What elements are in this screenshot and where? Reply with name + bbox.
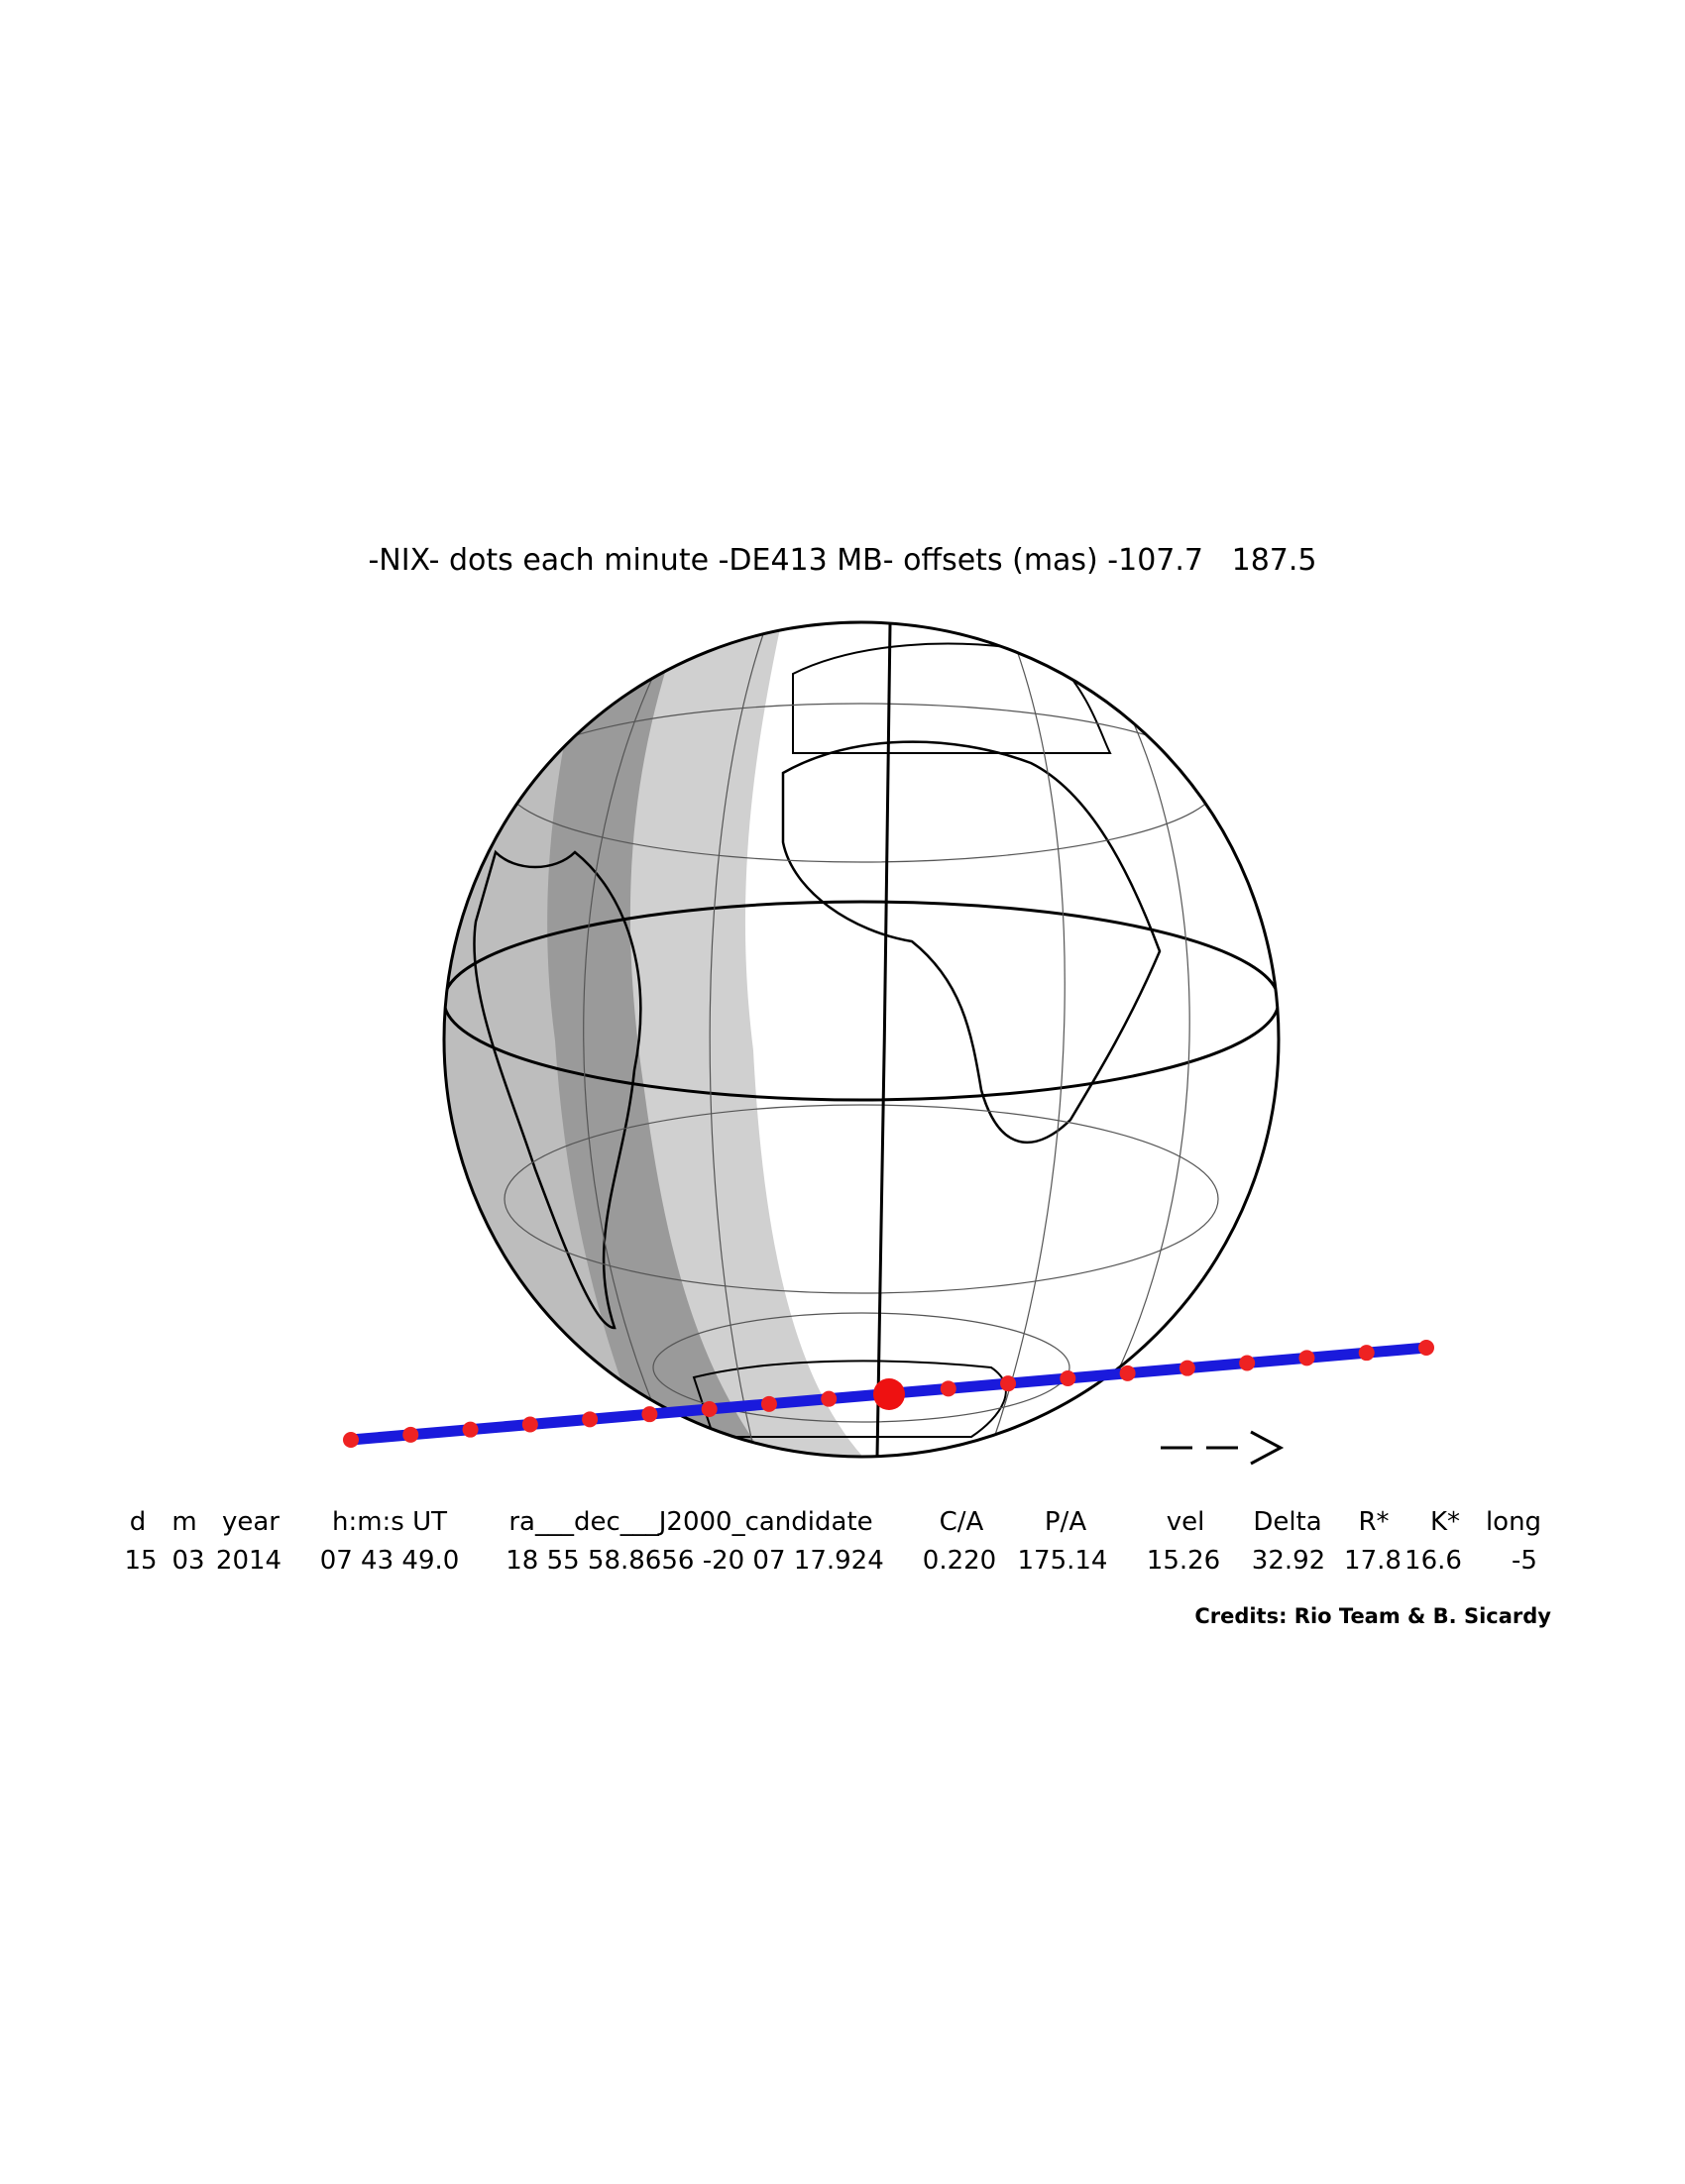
minute-dot xyxy=(1239,1355,1256,1371)
column-header: year xyxy=(222,1507,280,1537)
cell: 03 xyxy=(171,1546,204,1576)
column-header: C/A xyxy=(940,1507,984,1537)
globe xyxy=(444,622,1279,1457)
credits: Credits: Rio Team & B. Sicardy xyxy=(1194,1604,1551,1628)
minute-dot xyxy=(760,1395,777,1412)
parallel xyxy=(504,1104,1219,1294)
cell: 2014 xyxy=(216,1546,281,1576)
arrow-head xyxy=(1250,1430,1285,1466)
minute-dot xyxy=(521,1416,538,1433)
minute-dot xyxy=(940,1380,956,1397)
column-header: h:m:s UT xyxy=(332,1507,447,1537)
africa xyxy=(781,740,1162,1145)
minute-dot xyxy=(1000,1375,1017,1392)
column-header: d xyxy=(130,1507,147,1537)
cell: 07 43 49.0 xyxy=(320,1546,460,1576)
south-america xyxy=(473,849,642,1330)
cell: 175.14 xyxy=(1018,1546,1108,1576)
equator xyxy=(444,900,1279,1102)
cell: 15 xyxy=(124,1546,157,1576)
column-header: R* xyxy=(1358,1507,1389,1537)
cell: 18 55 58.8656 -20 07 17.924 xyxy=(506,1546,884,1576)
column-header: P/A xyxy=(1045,1507,1086,1537)
column-header: K* xyxy=(1430,1507,1460,1537)
cell: 16.6 xyxy=(1404,1546,1462,1576)
column-header: ra___dec___J2000_candidate xyxy=(508,1507,872,1537)
parallel xyxy=(652,1312,1070,1423)
minute-dot xyxy=(821,1390,838,1407)
parameter-table: d m year h:m:s UT ra___dec___J2000_candidate… xyxy=(124,1507,1541,1576)
closest-approach xyxy=(873,1378,905,1410)
minute-dot xyxy=(1179,1360,1195,1376)
minute-dot xyxy=(641,1406,658,1423)
minute-dot xyxy=(1418,1340,1434,1356)
cell: -5 xyxy=(1512,1546,1537,1576)
cell: 17.8 xyxy=(1344,1546,1402,1576)
direction-arrow xyxy=(1161,1430,1285,1466)
cell: 0.220 xyxy=(923,1546,996,1576)
meridian xyxy=(1109,693,1190,1388)
minute-dot xyxy=(701,1401,718,1417)
column-header: vel xyxy=(1167,1507,1205,1537)
minute-dot xyxy=(1060,1370,1076,1386)
minute-dot xyxy=(1358,1345,1375,1362)
minute-dot xyxy=(343,1432,359,1448)
title: -NIX- dots each minute -DE413 MB- offset… xyxy=(368,543,1316,578)
minute-dot xyxy=(1119,1365,1136,1381)
globe-outline xyxy=(442,620,1281,1459)
column-header: m xyxy=(171,1507,196,1537)
column-header: Delta xyxy=(1253,1507,1321,1537)
cell: 32.92 xyxy=(1252,1546,1325,1576)
minute-dot xyxy=(582,1411,599,1428)
column-header: long xyxy=(1486,1507,1541,1537)
meridian xyxy=(583,673,655,1408)
meridian xyxy=(709,633,764,1448)
meridian xyxy=(990,633,1066,1448)
meridian xyxy=(875,623,892,1457)
cell: 15.26 xyxy=(1147,1546,1220,1576)
minute-dot xyxy=(462,1421,479,1438)
antarctica xyxy=(692,1360,1007,1438)
minute-dot xyxy=(1298,1350,1315,1366)
minute-dot xyxy=(402,1426,419,1443)
